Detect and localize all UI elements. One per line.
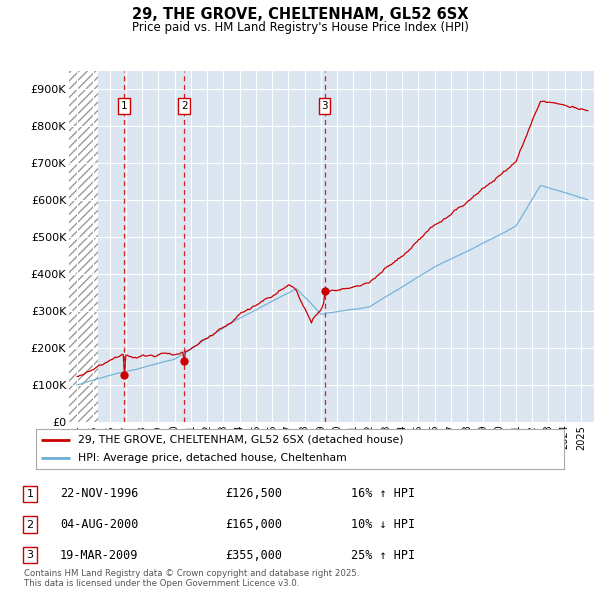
Text: 29, THE GROVE, CHELTENHAM, GL52 6SX: 29, THE GROVE, CHELTENHAM, GL52 6SX	[132, 7, 468, 22]
Text: 25% ↑ HPI: 25% ↑ HPI	[351, 549, 415, 562]
Text: 2: 2	[181, 101, 188, 111]
Text: 1: 1	[121, 101, 128, 111]
Text: 22-NOV-1996: 22-NOV-1996	[60, 487, 139, 500]
Text: 2: 2	[26, 520, 34, 529]
Bar	[69, 71, 98, 422]
Text: Contains HM Land Registry data © Crown copyright and database right 2025.
This d: Contains HM Land Registry data © Crown c…	[24, 569, 359, 588]
Text: Price paid vs. HM Land Registry's House Price Index (HPI): Price paid vs. HM Land Registry's House …	[131, 21, 469, 34]
Text: £355,000: £355,000	[225, 549, 282, 562]
Text: 19-MAR-2009: 19-MAR-2009	[60, 549, 139, 562]
Text: HPI: Average price, detached house, Cheltenham: HPI: Average price, detached house, Chel…	[78, 453, 347, 463]
Text: 10% ↓ HPI: 10% ↓ HPI	[351, 518, 415, 531]
Text: 04-AUG-2000: 04-AUG-2000	[60, 518, 139, 531]
Text: £165,000: £165,000	[225, 518, 282, 531]
Text: 16% ↑ HPI: 16% ↑ HPI	[351, 487, 415, 500]
Text: 1: 1	[26, 489, 34, 499]
Text: £126,500: £126,500	[225, 487, 282, 500]
Text: 3: 3	[26, 550, 34, 560]
Text: 29, THE GROVE, CHELTENHAM, GL52 6SX (detached house): 29, THE GROVE, CHELTENHAM, GL52 6SX (det…	[78, 435, 404, 445]
Text: 3: 3	[321, 101, 328, 111]
